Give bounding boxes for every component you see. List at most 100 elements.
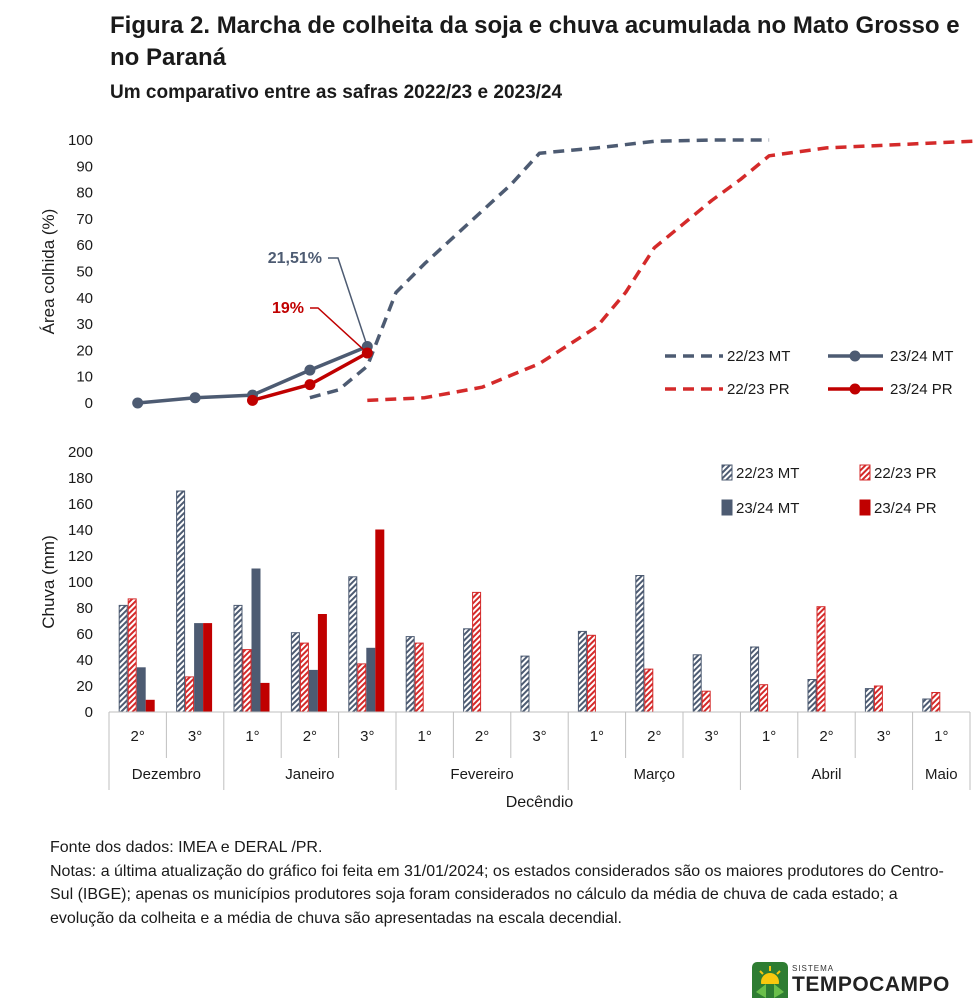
tempocampo-logo: SISTEMA TEMPOCAMPO	[752, 962, 952, 1000]
bar-22-23-mt	[750, 646, 760, 713]
bar-23-24-mt	[136, 667, 146, 713]
bar-y-tick-label: 140	[68, 522, 93, 539]
bar-22-23-pr	[644, 668, 654, 713]
line-y-tick-label: 90	[76, 158, 93, 175]
bar-22-23-pr	[357, 663, 367, 713]
bar-23-24-pr	[260, 682, 270, 713]
annotation-leader-line	[310, 307, 368, 354]
legend-swatch	[721, 499, 733, 516]
bar-22-23-pr	[472, 591, 482, 713]
bar-22-23-mt	[176, 490, 186, 713]
x-tick-label: 3°	[532, 728, 546, 745]
bar-x-axis-label: Decêndio	[506, 794, 574, 811]
line-series-22-23-pr	[367, 139, 976, 403]
bar-22-23-pr	[299, 642, 309, 713]
legend-label: 22/23 MT	[736, 465, 799, 482]
line-y-tick-label: 0	[85, 395, 93, 412]
bar-22-23-pr	[931, 692, 941, 713]
legend-swatch	[721, 464, 733, 481]
bar-22-23-mt	[405, 636, 415, 713]
sun-field-icon	[752, 962, 788, 998]
line-y-tick-label: 30	[76, 316, 93, 333]
bar-y-tick-label: 20	[76, 678, 93, 695]
bar-22-23-pr	[414, 642, 424, 713]
bar-22-23-pr	[242, 649, 252, 713]
bar-23-24-mt	[308, 669, 318, 713]
legend-label: 22/23 PR	[727, 381, 790, 398]
bar-22-23-pr	[586, 634, 596, 713]
bar-23-24-pr	[317, 614, 327, 713]
source-note: Fonte dos dados: IMEA e DERAL /PR.	[50, 839, 323, 856]
bar-22-23-mt	[577, 630, 587, 713]
bar-22-23-mt	[922, 698, 932, 713]
x-tick-label: 2°	[303, 728, 317, 745]
legend-swatch	[859, 499, 871, 516]
line-y-tick-label: 20	[76, 342, 93, 359]
line-point-23-24-mt	[132, 397, 144, 409]
legend-marker	[849, 383, 861, 395]
annotation-label: 21,51%	[268, 250, 322, 267]
month-label: Janeiro	[285, 766, 334, 783]
bar-y-tick-label: 40	[76, 652, 93, 669]
bar-y-tick-label: 80	[76, 600, 93, 617]
legend-marker	[849, 350, 861, 362]
annotation-label: 19%	[272, 300, 304, 317]
bar-y-tick-label: 0	[85, 704, 93, 721]
line-y-tick-label: 60	[76, 237, 93, 254]
bar-22-23-mt	[290, 632, 300, 713]
bar-22-23-mt	[463, 628, 473, 713]
line-y-tick-label: 40	[76, 290, 93, 307]
bar-22-23-pr	[701, 690, 711, 713]
bar-y-tick-label: 200	[68, 444, 93, 461]
x-tick-label: 2°	[647, 728, 661, 745]
bar-y-axis-label: Chuva (mm)	[39, 535, 58, 629]
line-y-tick-label: 10	[76, 369, 93, 386]
bar-22-23-mt	[118, 604, 128, 713]
line-series-22-23-mt	[309, 138, 770, 400]
legend-label: 22/23 PR	[874, 465, 937, 482]
bar-22-23-mt	[692, 654, 702, 713]
bar-22-23-mt	[348, 576, 358, 713]
bar-22-23-pr	[185, 676, 195, 713]
x-tick-label: 1°	[418, 728, 432, 745]
x-tick-label: 1°	[590, 728, 604, 745]
bar-22-23-pr	[873, 685, 883, 713]
bar-y-tick-label: 120	[68, 548, 93, 565]
chart-canvas: 0 10 20 30 40 50 60 70 80 90 100 Área colhida (%) 21…	[39, 132, 976, 811]
bar-22-23-mt	[864, 688, 874, 713]
bar-22-23-mt	[807, 679, 817, 713]
bar-23-24-pr	[375, 529, 385, 713]
line-y-tick-label: 70	[76, 211, 93, 228]
bar-y-tick-label: 180	[68, 470, 93, 487]
rain-bar-chart: 0 20 40 60 80 100 120 140 160 180 200 Chuva (mm) 2° 3…	[39, 444, 971, 811]
line-y-tick-label: 50	[76, 264, 93, 281]
line-y-tick-label: 80	[76, 185, 93, 202]
bar-23-24-mt	[366, 647, 376, 713]
month-label: Fevereiro	[450, 766, 513, 783]
chart-notes: Fonte dos dados: IMEA e DERAL /PR. Notas…	[50, 836, 950, 930]
line-y-axis-label: Área colhida (%)	[39, 209, 58, 335]
x-tick-label: 2°	[819, 728, 833, 745]
line-series-23-24-pr	[252, 351, 369, 403]
x-tick-label: 3°	[705, 728, 719, 745]
x-tick-label: 1°	[762, 728, 776, 745]
month-label: Março	[633, 766, 675, 783]
harvest-line-chart: 0 10 20 30 40 50 60 70 80 90 100 Área colhida (%) 21…	[39, 132, 976, 412]
bar-22-23-pr	[127, 598, 137, 713]
legend-label: 23/24 PR	[874, 500, 937, 517]
line-point-23-24-pr	[247, 394, 258, 406]
month-label: Maio	[925, 766, 958, 783]
bar-22-23-mt	[233, 604, 243, 713]
logo-small-text: SISTEMA	[792, 964, 835, 973]
month-label: Abril	[811, 766, 841, 783]
bar-22-23-pr	[759, 684, 769, 713]
legend-label: 23/24 MT	[736, 500, 799, 517]
bar-22-23-pr	[816, 606, 826, 713]
line-point-23-24-mt	[304, 364, 316, 376]
bar-23-24-mt	[251, 568, 261, 713]
bar-y-tick-label: 100	[68, 574, 93, 591]
x-tick-label: 1°	[245, 728, 259, 745]
x-tick-label: 3°	[188, 728, 202, 745]
legend-label: 23/24 PR	[890, 381, 953, 398]
legend-label: 23/24 MT	[890, 348, 953, 365]
